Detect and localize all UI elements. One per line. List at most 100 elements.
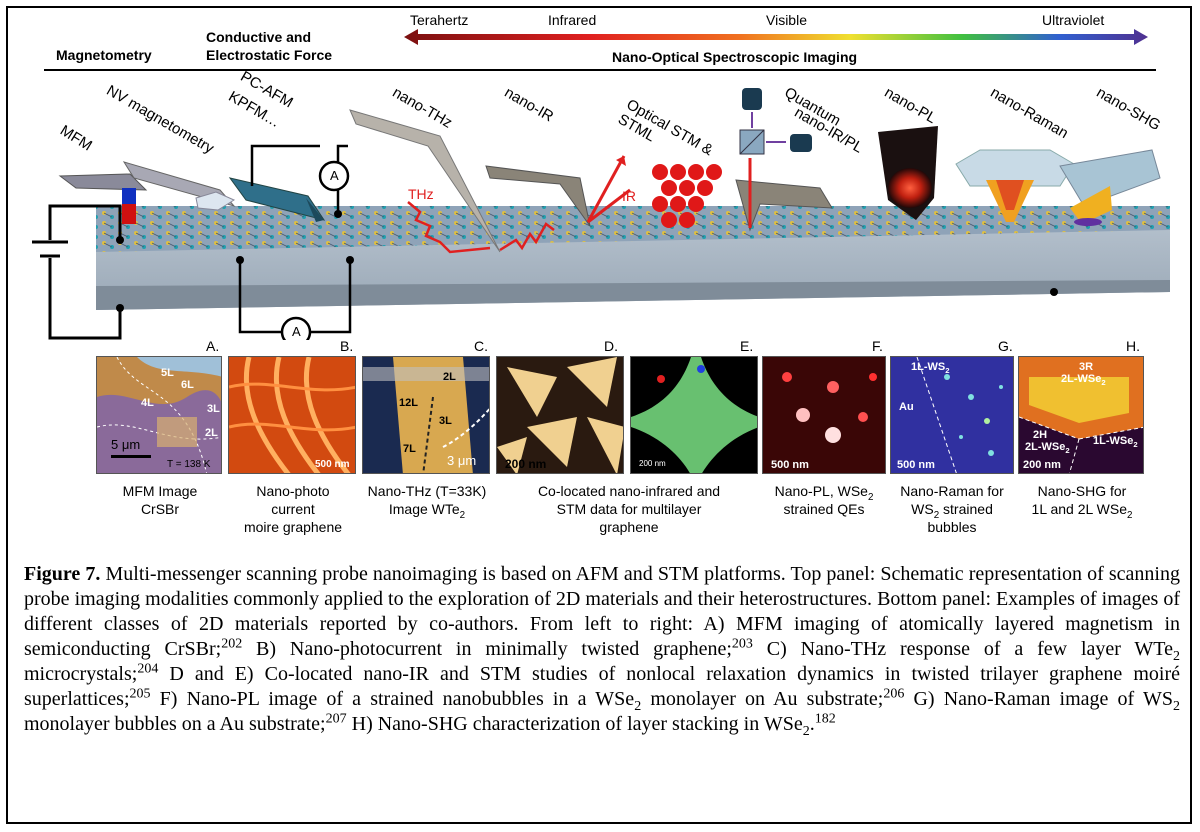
- panel-a-label-2l: 2L: [205, 427, 218, 439]
- panel-letter-f: F.: [872, 338, 883, 354]
- panel-letter-d: D.: [604, 338, 618, 354]
- caption-text-9: monolayer bubbles on a Au substrate;: [24, 713, 326, 735]
- panel-h-label-2h: 2H: [1033, 429, 1048, 441]
- caption-text-1: Multi-messenger scanning probe nanoimagi…: [24, 563, 1180, 660]
- panel-c-image: 2L 12L 3L 7L 3 μm: [362, 356, 490, 474]
- sub-2-d: 2: [802, 724, 810, 739]
- caption-text-8: G) Nano-Raman image of WS: [904, 688, 1173, 710]
- panel-a-label-3l: 3L: [207, 403, 220, 415]
- battery-circuit: [32, 204, 122, 340]
- panel-d-scalebar-label: 200 nm: [505, 457, 547, 471]
- panel-a-label-4l: 4L: [141, 397, 154, 409]
- panel-g-label-au: Au: [899, 401, 914, 413]
- panel-h-label-2h-wse2: 2L-WSe2: [1025, 441, 1070, 456]
- thz-tip: [349, 109, 501, 253]
- panel-a-scalebar-label: 5 μm: [111, 437, 141, 452]
- panel-e-scalebar-label: 200 nm: [639, 459, 666, 468]
- caption-b: Nano-photo current moire graphene: [228, 482, 358, 536]
- caption-text-3: C) Nano-THz response of a few layer WTe: [752, 638, 1174, 660]
- ref-204: 204: [137, 661, 159, 677]
- detector-right: [790, 134, 812, 152]
- panel-letter-c: C.: [474, 338, 488, 354]
- caption-a-line1: MFM Image: [122, 483, 198, 499]
- panel-e-image: 200 nm: [630, 356, 758, 474]
- panel-h-label-3r-wse2: 2L-WSe2: [1061, 373, 1106, 388]
- panel-c-label-3l: 3L: [439, 415, 452, 427]
- panel-a-label-6l: 6L: [181, 379, 194, 391]
- panel-c-label-2l: 2L: [443, 371, 456, 383]
- panel-a-image: 5L 6L 4L 3L 2L 5 μm T = 138 K: [96, 356, 222, 474]
- header-magnetometry: Magnetometry: [56, 47, 152, 63]
- label-ir-beam: IR: [622, 188, 636, 204]
- shg-tip: [1059, 149, 1161, 207]
- header-rule: [44, 69, 1156, 71]
- caption-de-line1: Co-located nano-infrared and: [537, 483, 721, 499]
- panel-g-image: 1L-WS2 Au 500 nm: [890, 356, 1014, 474]
- caption-a: MFM Image CrSBr: [100, 482, 220, 518]
- panel-g-scalebar-label: 500 nm: [897, 459, 935, 471]
- ir-tip: [485, 165, 591, 227]
- caption-b-line2: current: [271, 501, 315, 517]
- schematic: [32, 88, 1170, 340]
- nv-diamond: [195, 191, 236, 211]
- ammeter-bottom-label: A: [292, 324, 301, 339]
- caption-h-line2: 1L and 2L WSe2: [1031, 501, 1133, 521]
- caption-g-line3: bubbles: [927, 519, 977, 535]
- ref-207: 207: [325, 711, 347, 727]
- sub-2-a: 2: [1173, 649, 1181, 664]
- panel-f-scalebar-label: 500 nm: [771, 459, 809, 471]
- panel-c-label-12l: 12L: [399, 397, 418, 409]
- sub-2-c: 2: [1173, 699, 1180, 714]
- figure-label: Figure 7.: [24, 563, 101, 585]
- caption-f-line1: Nano-PL, WSe2: [774, 483, 874, 503]
- panel-h-scalebar-label: 200 nm: [1023, 459, 1061, 471]
- lattice-layer: [96, 206, 1170, 252]
- caption-g-line1: Nano-Raman for: [900, 483, 1004, 499]
- figure-caption: Figure 7. Multi-messenger scanning probe…: [24, 562, 1181, 739]
- panel-letter-g: G.: [998, 338, 1013, 354]
- caption-c: Nano-THz (T=33K) Image WTe2: [360, 482, 494, 520]
- panel-g-label-1l-ws2: 1L-WS2: [911, 361, 950, 376]
- caption-g-line2: WS2 strained: [911, 501, 993, 521]
- ref-182: 182: [814, 711, 836, 727]
- spectrum-terahertz: Terahertz: [410, 12, 469, 28]
- caption-de-line2: STM data for multilayer: [556, 501, 702, 517]
- caption-text-11: .: [809, 713, 815, 735]
- ref-202: 202: [221, 636, 243, 652]
- panel-a-label-5l: 5L: [161, 367, 174, 379]
- panel-letter-e: E.: [740, 338, 754, 354]
- caption-de: Co-located nano-infrared and STM data fo…: [494, 482, 764, 536]
- spectrum-arrow: [404, 29, 1148, 45]
- pcafm-circuit: [238, 144, 352, 334]
- header-conductive-line1: Conductive and: [206, 29, 312, 45]
- header-conductive-line2: Electrostatic Force: [206, 47, 333, 63]
- quantum-tip: [735, 179, 833, 232]
- caption-de-line3: graphene: [599, 519, 659, 535]
- spectrum-ultraviolet: Ultraviolet: [1042, 12, 1105, 28]
- ammeter-top-label: A: [330, 168, 339, 183]
- panel-b-image: 500 nm: [228, 356, 356, 474]
- panel-f-image: 500 nm: [762, 356, 886, 474]
- caption-h-line1: Nano-SHG for: [1037, 483, 1127, 499]
- panel-letter-h: H.: [1126, 338, 1140, 354]
- caption-text-10: H) Nano-SHG characterization of layer st…: [346, 713, 803, 735]
- ref-206: 206: [883, 686, 905, 702]
- panel-a-scalebar: [111, 455, 151, 458]
- caption-a-line2: CrSBr: [140, 501, 180, 517]
- caption-f-line2: strained QEs: [783, 501, 865, 517]
- spectrum-visible: Visible: [766, 12, 807, 28]
- caption-g: Nano-Raman for WS2 strained bubbles: [884, 482, 1020, 536]
- label-thz-beam: THz: [408, 186, 434, 202]
- caption-text-4: microcrystals;: [24, 663, 138, 685]
- mfm-cantilever: [58, 173, 148, 191]
- caption-b-line3: moire graphene: [243, 519, 343, 535]
- spectrum-infrared: Infrared: [548, 12, 597, 28]
- caption-c-line1: Nano-THz (T=33K): [367, 483, 487, 499]
- ref-203: 203: [731, 636, 753, 652]
- caption-b-line1: Nano-photo: [256, 483, 330, 499]
- panel-h-label-1l-wse2: 1L-WSe2: [1093, 435, 1138, 450]
- panel-letter-b: B.: [340, 338, 354, 354]
- detector-top: [742, 88, 762, 110]
- caption-text-7: monolayer on Au substrate;: [641, 688, 884, 710]
- header-conductive: Conductive and Electrostatic Force: [206, 28, 332, 64]
